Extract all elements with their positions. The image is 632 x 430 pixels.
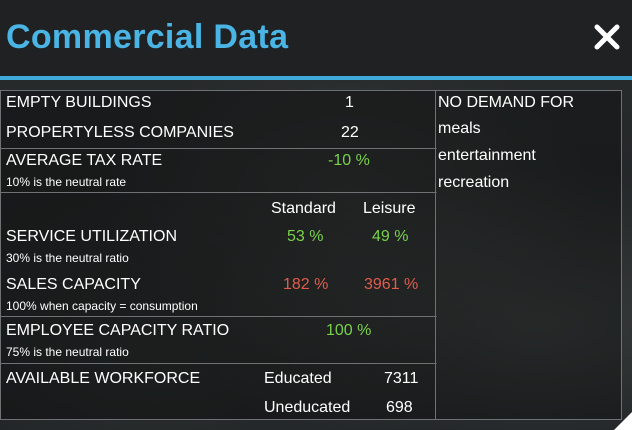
map-background bbox=[0, 80, 632, 430]
tax-rate-value: -10 % bbox=[328, 152, 370, 169]
empty-buildings-label: EMPTY BUILDINGS bbox=[6, 94, 152, 111]
employee-capacity-label: EMPLOYEE CAPACITY RATIO bbox=[6, 322, 230, 339]
row-divider bbox=[1, 148, 437, 149]
sales-capacity-label: SALES CAPACITY bbox=[6, 276, 141, 293]
close-icon bbox=[594, 24, 620, 50]
row-divider bbox=[1, 316, 437, 317]
demand-item: meals bbox=[438, 120, 481, 137]
educated-value: 7311 bbox=[384, 370, 419, 387]
uneducated-value: 698 bbox=[386, 399, 413, 416]
sales-capacity-sublabel: 100% when capacity = consumption bbox=[6, 299, 198, 313]
demand-heading: NO DEMAND FOR bbox=[438, 94, 574, 111]
header-divider bbox=[0, 76, 632, 80]
stats-panel: EMPTY BUILDINGS 1 PROPERTYLESS COMPANIES… bbox=[0, 90, 437, 420]
standard-column-header: Standard bbox=[271, 200, 336, 217]
demand-item: recreation bbox=[438, 174, 510, 191]
sales-capacity-leisure: 3961 % bbox=[364, 276, 419, 293]
resize-handle[interactable] bbox=[614, 412, 632, 430]
uneducated-label: Uneducated bbox=[264, 399, 351, 416]
leisure-column-header: Leisure bbox=[363, 200, 416, 217]
row-divider bbox=[1, 363, 437, 364]
employee-capacity-value: 100 % bbox=[326, 322, 372, 339]
tax-rate-sublabel: 10% is the neutral rate bbox=[6, 175, 127, 189]
window-header: Commercial Data bbox=[0, 0, 632, 76]
tax-rate-label: AVERAGE TAX RATE bbox=[6, 152, 163, 169]
propertyless-label: PROPERTYLESS COMPANIES bbox=[6, 124, 234, 141]
propertyless-value: 22 bbox=[341, 124, 359, 141]
workforce-label: AVAILABLE WORKFORCE bbox=[6, 370, 201, 387]
row-divider bbox=[1, 192, 437, 193]
empty-buildings-value: 1 bbox=[345, 94, 354, 111]
service-utilization-label: SERVICE UTILIZATION bbox=[6, 228, 177, 245]
close-button[interactable] bbox=[592, 22, 622, 52]
window-title: Commercial Data bbox=[6, 18, 289, 56]
demand-panel: NO DEMAND FOR meals entertainment recrea… bbox=[436, 90, 622, 420]
sales-capacity-standard: 182 % bbox=[283, 276, 329, 293]
educated-label: Educated bbox=[264, 370, 332, 387]
demand-item: entertainment bbox=[438, 147, 536, 164]
employee-capacity-sublabel: 75% is the neutral ratio bbox=[6, 345, 129, 359]
service-utilization-leisure: 49 % bbox=[372, 228, 409, 245]
service-utilization-sublabel: 30% is the neutral ratio bbox=[6, 251, 129, 265]
service-utilization-standard: 53 % bbox=[287, 228, 324, 245]
